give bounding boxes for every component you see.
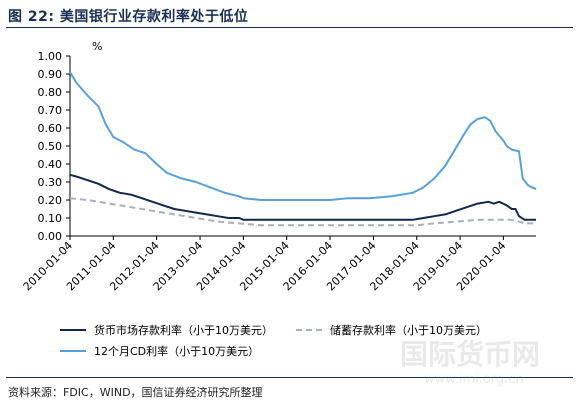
y-tick-label: 0.20 — [38, 194, 63, 207]
y-tick-label: 0.90 — [38, 68, 63, 81]
legend: 货币市场存款利率（小于10万美元） 储蓄存款利率（小于10万美元） 12个月CD利率… — [60, 323, 487, 358]
y-axis-unit-label: % — [92, 40, 102, 53]
source-rule — [6, 377, 573, 378]
y-tick-label: 0.40 — [38, 158, 63, 171]
legend-label-1: 货币市场存款利率（小于10万美元） — [94, 323, 273, 337]
title-rule — [6, 27, 573, 28]
y-tick-label: 0.00 — [38, 230, 63, 243]
source-note: 资料来源：FDIC，WIND，国信证券经济研究所整理 — [8, 386, 263, 399]
series-line-3 — [69, 71, 537, 201]
y-tick-label: 0.70 — [38, 104, 63, 117]
y-tick-label: 0.60 — [38, 122, 63, 135]
legend-label-3: 12个月CD利率（小于10万美元） — [94, 344, 259, 358]
y-tick-label: 0.80 — [38, 86, 63, 99]
watermark-url: www.imi.org.cn — [424, 372, 524, 387]
x-axis: 2010-01-042011-01-042012-01-042013-01-04… — [21, 235, 536, 293]
series-line-1 — [69, 173, 536, 221]
series-layer — [69, 71, 537, 227]
watermark-logo: 国际货币网 www.imi.org.cn — [400, 338, 540, 387]
series-line-2 — [69, 197, 536, 227]
y-tick-label: 0.10 — [38, 212, 63, 225]
y-tick-label: 1.00 — [38, 50, 63, 63]
y-tick-label: 0.30 — [38, 176, 63, 189]
figure-title: 图 22: 美国银行业存款利率处于低位 — [8, 9, 249, 25]
line-chart: 0.00 0.10 0.20 0.30 0.40 0.50 0.60 0.70 0.80 0.90… — [21, 40, 537, 358]
y-axis: 0.00 0.10 0.20 0.30 0.40 0.50 0.60 0.70 0.80 0.90… — [38, 40, 103, 243]
watermark-logo-text: 国际货币网 — [400, 338, 540, 371]
legend-label-2: 储蓄存款利率（小于10万美元） — [330, 323, 487, 337]
y-tick-label: 0.50 — [38, 140, 63, 153]
